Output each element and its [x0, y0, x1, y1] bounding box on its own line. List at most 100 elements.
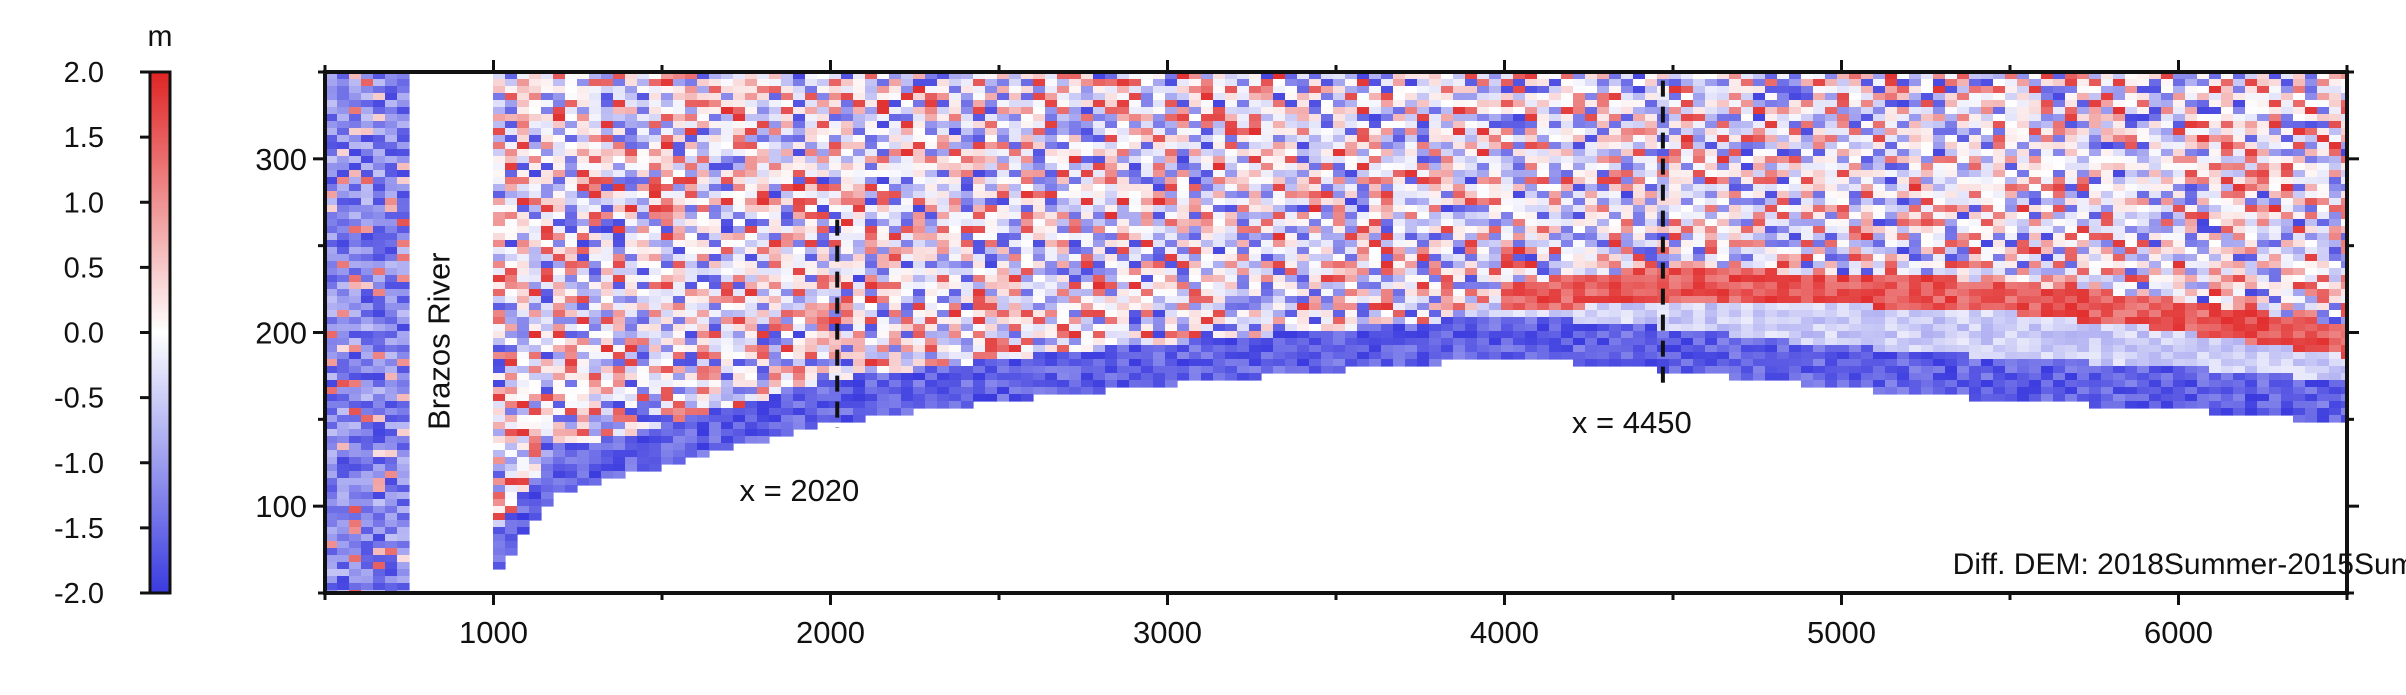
heatmap-cell [1201, 268, 1214, 276]
heatmap-cell [1345, 93, 1358, 101]
heatmap-cell [529, 352, 542, 360]
heatmap-cell [877, 366, 890, 374]
heatmap-cell [1333, 226, 1346, 234]
heatmap-cell [1525, 107, 1538, 115]
heatmap-cell [1345, 268, 1358, 276]
heatmap-cell [901, 205, 914, 213]
heatmap-cell [589, 380, 602, 388]
heatmap-cell [661, 366, 674, 374]
heatmap-cell [625, 443, 638, 451]
heatmap-cell [925, 366, 938, 374]
heatmap-cell [1141, 310, 1154, 318]
heatmap-cell [937, 324, 950, 332]
heatmap-cell [1273, 163, 1286, 171]
heatmap-cell [1309, 254, 1322, 262]
heatmap-cell [349, 149, 362, 157]
heatmap-cell [925, 359, 938, 367]
heatmap-cell [397, 485, 410, 493]
heatmap-cell [769, 184, 782, 192]
heatmap-cell [1345, 205, 1358, 213]
heatmap-cell [1009, 338, 1022, 346]
heatmap-cell [781, 191, 794, 199]
heatmap-cell [889, 184, 902, 192]
heatmap-cell [505, 387, 518, 395]
heatmap-cell [757, 394, 770, 402]
heatmap-cell [325, 527, 338, 535]
heatmap-cell [1105, 79, 1118, 87]
heatmap-cell [1345, 324, 1358, 332]
heatmap-cell [661, 443, 674, 451]
heatmap-cell [1117, 93, 1130, 101]
heatmap-cell [1489, 93, 1502, 101]
heatmap-cell [397, 79, 410, 87]
heatmap-cell [529, 408, 542, 416]
heatmap-cell [1537, 296, 1550, 304]
heatmap-cell [493, 114, 506, 122]
heatmap-cell [325, 317, 338, 325]
heatmap-cell [1117, 128, 1130, 136]
heatmap-cell [1201, 324, 1214, 332]
heatmap-cell [925, 240, 938, 248]
heatmap-cell [937, 359, 950, 367]
heatmap-cell [745, 345, 758, 353]
heatmap-cell [505, 541, 518, 549]
heatmap-cell [1405, 184, 1418, 192]
heatmap-cell [1513, 345, 1526, 353]
heatmap-cell [325, 205, 338, 213]
heatmap-cell [1261, 163, 1274, 171]
heatmap-cell [625, 184, 638, 192]
heatmap-cell [721, 233, 734, 241]
heatmap-cell [1369, 324, 1382, 332]
heatmap-cell [541, 219, 554, 227]
heatmap-cell [1105, 359, 1118, 367]
heatmap-cell [1177, 163, 1190, 171]
heatmap-cell [1117, 254, 1130, 262]
heatmap-cell [361, 471, 374, 479]
heatmap-cell [1237, 240, 1250, 248]
heatmap-cell [505, 436, 518, 444]
heatmap-cell [757, 310, 770, 318]
heatmap-cell [1009, 268, 1022, 276]
heatmap-cell [877, 212, 890, 220]
heatmap-cell [565, 380, 578, 388]
heatmap-cell [889, 352, 902, 360]
heatmap-cell [937, 352, 950, 360]
heatmap-cell [1393, 100, 1406, 108]
heatmap-cell [337, 534, 350, 542]
heatmap-cell [1213, 135, 1226, 143]
heatmap-cell [745, 163, 758, 171]
heatmap-cell [505, 149, 518, 157]
heatmap-cell [361, 429, 374, 437]
heatmap-cell [1321, 338, 1334, 346]
heatmap-cell [1021, 366, 1034, 374]
heatmap-cell [817, 121, 830, 129]
heatmap-cell [1477, 93, 1490, 101]
heatmap-cell [1165, 163, 1178, 171]
heatmap-cell [517, 366, 530, 374]
heatmap-cell [1345, 338, 1358, 346]
heatmap-cell [817, 282, 830, 290]
heatmap-cell [1093, 79, 1106, 87]
heatmap-cell [913, 401, 926, 409]
heatmap-cell [721, 170, 734, 178]
heatmap-cell [841, 275, 854, 283]
heatmap-cell [817, 401, 830, 409]
heatmap-cell [385, 464, 398, 472]
heatmap-cell [901, 72, 914, 80]
heatmap-cell [805, 184, 818, 192]
heatmap-cell [565, 261, 578, 269]
heatmap-cell [889, 289, 902, 297]
heatmap-cell [1225, 107, 1238, 115]
heatmap-cell [625, 331, 638, 339]
heatmap-cell [1141, 338, 1154, 346]
heatmap-cell [1537, 114, 1550, 122]
heatmap-cell [769, 121, 782, 129]
heatmap-cell [529, 247, 542, 255]
heatmap-cell [505, 128, 518, 136]
heatmap-cell [817, 233, 830, 241]
heatmap-cell [841, 268, 854, 276]
heatmap-cell [529, 93, 542, 101]
heatmap-cell [1537, 240, 1550, 248]
heatmap-cell [361, 177, 374, 185]
heatmap-cell [937, 275, 950, 283]
